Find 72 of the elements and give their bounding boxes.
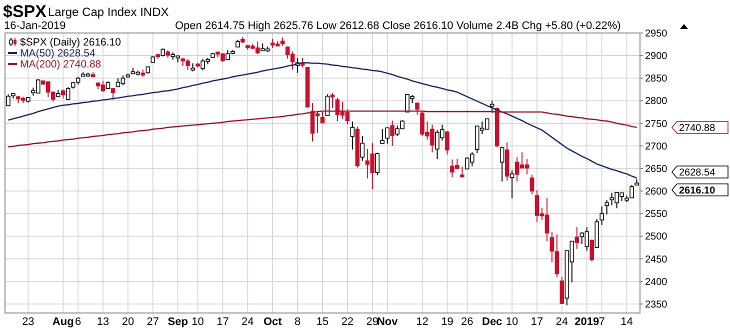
candlestick	[604, 200, 609, 216]
y-tick-label: 2350	[645, 299, 668, 310]
legend-label: $SPX (Daily) 2616.10	[20, 36, 122, 49]
x-tick-label: 10	[192, 316, 204, 328]
candlestick	[630, 184, 634, 198]
text: 2740.88	[679, 122, 716, 134]
legend-label: MA(50) 2628.54	[20, 48, 96, 60]
x-tick-label: 15	[316, 316, 329, 328]
candlestick	[66, 86, 70, 100]
candlestick	[60, 88, 66, 99]
chart-subtitle: Large Cap Index INDX	[48, 5, 169, 19]
x-tick-label: 10	[506, 316, 518, 328]
x-tick-label: 24	[242, 316, 254, 328]
candlestick	[574, 226, 580, 250]
candlestick	[510, 170, 514, 199]
y-tick-label: 2750	[645, 118, 668, 130]
candlestick	[445, 130, 450, 155]
x-tick-label: 17	[216, 316, 229, 328]
y-tick-label: 2500	[645, 232, 668, 243]
x-tick-label: 8	[294, 316, 301, 328]
y-tick-label: 2850	[645, 74, 668, 85]
y-tick-label: 2950	[645, 28, 668, 40]
y-tick-label: 2650	[645, 164, 668, 175]
x-tick-label: 24	[556, 316, 568, 328]
candlestick	[390, 120, 394, 146]
legend-label: MA(200) 2740.88	[20, 58, 102, 71]
candlestick	[500, 146, 504, 182]
candlestick	[360, 135, 365, 162]
candlestick	[590, 238, 594, 262]
x-tick-label: Dec	[482, 316, 502, 328]
text: 2616.10	[679, 185, 716, 196]
x-tick-label: 19	[441, 316, 454, 328]
candlestick	[460, 166, 464, 178]
x-tick-label: 26	[461, 316, 474, 328]
x-tick-label: 2019	[574, 316, 600, 328]
x-tick-label: Nov	[376, 316, 399, 328]
x-tick-label: 20	[122, 316, 134, 328]
y-tick-label: 2600	[645, 186, 668, 198]
text: 2628.54	[679, 167, 716, 178]
x-tick-label: 17	[530, 316, 544, 328]
text: Open 2614.75 High 2625.76 Low 2612.68 Close 2616.10 Volume 2.4B Chg +5.80 (+0.22%)	[175, 20, 621, 32]
candlestick	[350, 121, 355, 150]
x-tick-label: 14	[620, 316, 633, 328]
x-tick-label: 13	[96, 316, 110, 328]
candlestick	[375, 152, 380, 176]
candlestick	[530, 174, 534, 195]
candlestick	[600, 206, 604, 226]
x-tick-label: 12	[416, 316, 428, 328]
candlestick	[320, 112, 325, 124]
candlestick	[110, 88, 116, 100]
candlestick	[330, 92, 335, 108]
x-tick-label: 23	[22, 316, 34, 328]
x-tick-label: 6	[75, 316, 82, 328]
chart-title: $SPX	[3, 2, 48, 21]
x-tick-label: Oct	[263, 316, 282, 328]
x-tick-label: 27	[146, 316, 160, 328]
x-tick-label: 29	[366, 316, 379, 328]
y-tick-label: 2800	[645, 96, 668, 108]
x-tick-label: 7	[598, 316, 605, 328]
text: 16-Jan-2019	[4, 20, 66, 32]
x-tick-label: 22	[341, 316, 354, 328]
y-tick-label: 2400	[645, 276, 668, 288]
candlestick	[385, 126, 390, 144]
candlestick	[560, 276, 564, 304]
y-tick-label: 2550	[645, 209, 668, 220]
y-tick-label: 2450	[645, 254, 668, 266]
y-tick-label: 2900	[645, 51, 668, 62]
x-tick-label: Sep	[168, 316, 188, 328]
y-tick-label: 2700	[645, 141, 668, 152]
candlestick	[380, 128, 385, 144]
candlestick	[415, 102, 420, 116]
x-tick-label: Aug	[52, 316, 74, 328]
